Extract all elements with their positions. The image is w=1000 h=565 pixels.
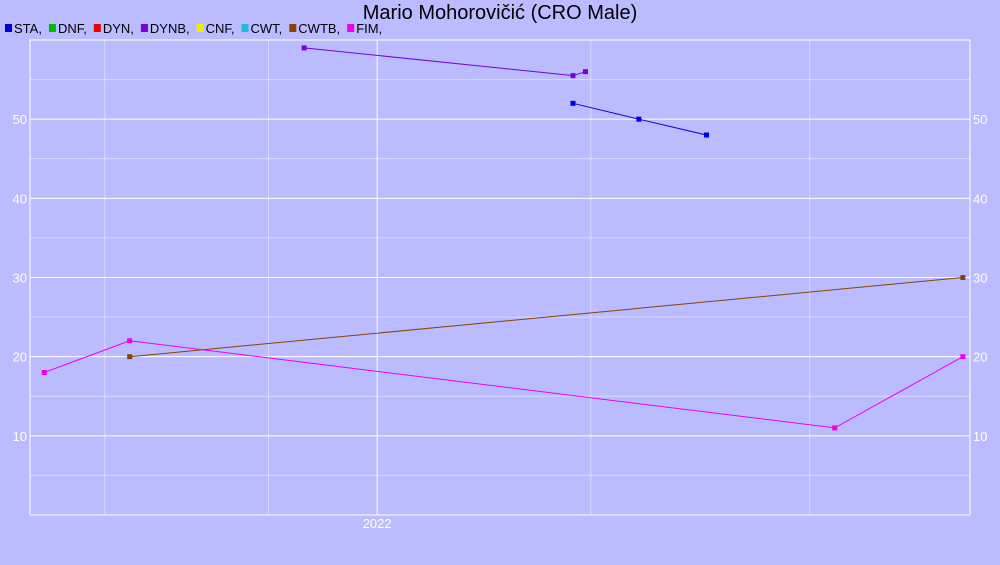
- y-tick-label-right: 10: [973, 429, 987, 444]
- legend-swatch-dnf: [48, 24, 56, 32]
- tick-labels: 10 10 20 20 30 30 40 40 50 50 2022: [13, 112, 988, 531]
- legend-label-cnf: CNF,: [206, 21, 235, 36]
- data-point-fim: [960, 354, 966, 360]
- x-tick-label: 2022: [363, 516, 392, 531]
- legend-swatch-cnf: [196, 24, 204, 32]
- data-point-sta: [704, 132, 710, 138]
- legend-swatch-cwt: [241, 24, 249, 32]
- legend-label-sta: STA,: [14, 21, 42, 36]
- data-point-dynb: [301, 45, 307, 51]
- series-group: [41, 45, 966, 431]
- y-tick-label-right: 30: [973, 271, 987, 286]
- legend: STA, DNF, DYN, DYNB, CNF, CWT, CWTB, FIM,: [5, 21, 382, 36]
- data-point-cwtb: [960, 275, 966, 280]
- legend-label-cwtb: CWTB,: [298, 21, 340, 36]
- legend-swatch-dyn: [93, 24, 101, 32]
- y-tick-label-left: 50: [13, 112, 27, 127]
- legend-label-dynb: DYNB,: [150, 21, 190, 36]
- legend-label-dnf: DNF,: [58, 21, 87, 36]
- data-point-sta: [636, 116, 642, 122]
- data-point-fim: [832, 425, 838, 431]
- legend-label-cwt: CWT,: [251, 21, 283, 36]
- legend-swatch-dynb: [140, 24, 148, 32]
- y-tick-label-right: 50: [973, 112, 987, 127]
- chart-title: Mario Mohorovičić (CRO Male): [363, 2, 638, 24]
- y-tick-label-left: 20: [13, 350, 27, 365]
- legend-swatch-fim: [347, 24, 355, 32]
- data-point-dynb: [582, 69, 588, 75]
- data-point-fim: [41, 370, 47, 375]
- legend-label-fim: FIM,: [356, 21, 382, 36]
- series-line-cwtb: [129, 277, 963, 358]
- y-tick-label-left: 40: [13, 191, 27, 206]
- data-point-fim: [127, 338, 133, 344]
- data-point-sta: [570, 100, 576, 106]
- legend-swatch-sta: [5, 24, 12, 32]
- y-tick-label-left: 10: [13, 429, 27, 444]
- data-point-dynb: [570, 73, 576, 79]
- grid: [30, 40, 970, 515]
- y-tick-label-right: 20: [973, 350, 987, 365]
- legend-swatch-cwtb: [289, 24, 297, 32]
- series-line-fim: [44, 340, 964, 429]
- data-point-cwtb: [127, 354, 133, 360]
- y-tick-label-right: 40: [973, 191, 987, 206]
- y-tick-label-left: 30: [13, 271, 27, 286]
- legend-label-dyn: DYN,: [103, 21, 134, 36]
